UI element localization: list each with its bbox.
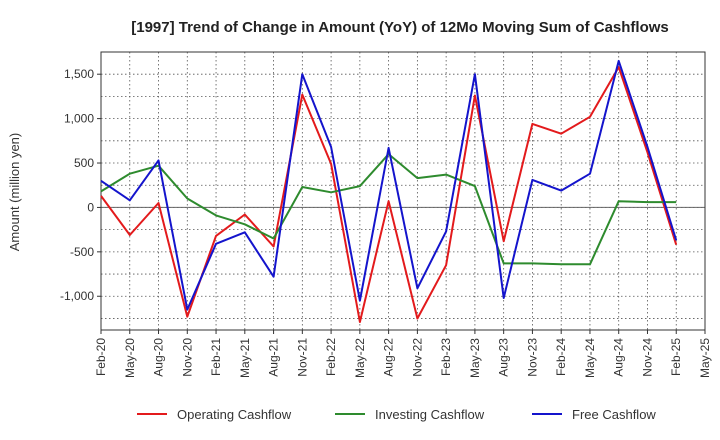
y-tick-label: -500 [70, 245, 94, 259]
x-tick-label: May-23 [468, 338, 482, 378]
investing-cashflow-line [100, 153, 677, 266]
x-tick-label: Feb-24 [554, 338, 568, 376]
x-tick-label: May-25 [698, 338, 712, 378]
x-tick-label: May-22 [353, 338, 367, 378]
y-axis-label: Amount (million yen) [7, 133, 22, 252]
x-tick-label: Feb-25 [669, 338, 683, 376]
x-tick-label: Aug-21 [267, 338, 281, 377]
y-tick-label: 1,000 [64, 112, 94, 126]
x-tick-label: May-20 [123, 338, 137, 378]
series-lines [100, 59, 678, 323]
chart-title: [1997] Trend of Change in Amount (YoY) o… [131, 19, 669, 36]
plot-area [100, 51, 706, 331]
x-tick-label: Nov-22 [410, 338, 424, 377]
x-tick-label: Nov-24 [640, 338, 654, 377]
grid [101, 52, 705, 330]
x-tick-label: Nov-20 [180, 338, 194, 377]
x-tick-label: Feb-23 [439, 338, 453, 376]
x-tick-label: Nov-23 [525, 338, 539, 377]
x-tick-label: Feb-20 [94, 338, 108, 376]
legend-label-investing-cashflow: Investing Cashflow [375, 407, 485, 422]
x-tick-label: Feb-21 [209, 338, 223, 376]
y-tick-label: -1,000 [60, 289, 94, 303]
x-tick-label: Aug-22 [382, 338, 396, 377]
x-tick-label: Aug-24 [612, 338, 626, 377]
x-tick-label: Nov-21 [295, 338, 309, 377]
legend-label-free-cashflow: Free Cashflow [572, 407, 656, 422]
y-tick-label: 500 [74, 156, 94, 170]
x-tick-label: May-24 [583, 338, 597, 378]
legend: Operating Cashflow Investing Cashflow Free… [137, 407, 656, 422]
x-tick-label: May-21 [238, 338, 252, 378]
free-cashflow-line [100, 59, 678, 311]
x-axis-ticks: Feb-20 May-20 Aug-20 Nov-20 Feb-21 May-21 Aug-… [94, 330, 712, 378]
x-tick-label: Feb-22 [324, 338, 338, 376]
y-tick-label: 1,500 [64, 67, 94, 81]
y-tick-label: 0 [87, 200, 94, 214]
x-tick-label: Aug-23 [497, 338, 511, 377]
x-tick-label: Aug-20 [152, 338, 166, 377]
legend-label-operating-cashflow: Operating Cashflow [177, 407, 292, 422]
y-axis-ticks: -1,000 -500 0 500 1,000 1,500 [60, 67, 101, 303]
